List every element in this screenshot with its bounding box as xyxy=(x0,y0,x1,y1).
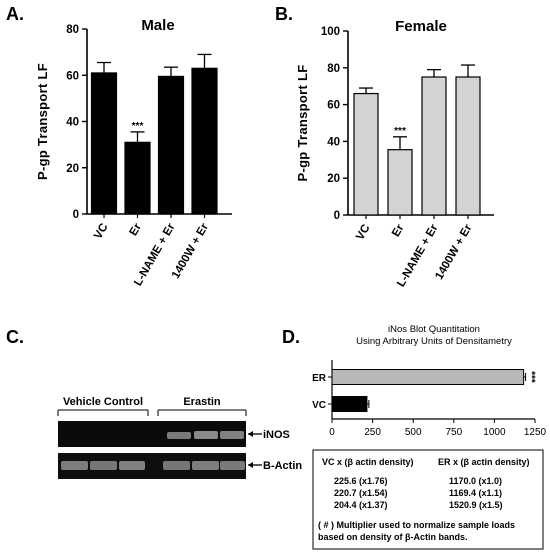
chart-a-category-label: Er xyxy=(128,221,145,238)
chart-d-bar xyxy=(331,369,525,385)
actin-arrow-head xyxy=(248,462,253,468)
chart-b-female: Female 0 20 40 60 80 100 P-gp Transport LF VC ***… xyxy=(295,18,494,289)
blot-group-label: Vehicle Control xyxy=(63,396,143,408)
table-cell: 204.4 (x1.37) xyxy=(334,500,388,510)
panel-letter-d: D. xyxy=(282,327,300,347)
inos-band xyxy=(220,431,244,439)
table-cell: 225.6 (x1.76) xyxy=(334,476,388,486)
chart-a-y-tick-label: 80 xyxy=(66,24,79,36)
blot-band-label: iNOS xyxy=(263,429,290,441)
actin-band xyxy=(119,461,145,470)
chart-d-bar xyxy=(331,396,368,412)
chart-d-title: iNos Blot Quantitation xyxy=(388,324,480,335)
table-note: ( # ) Multiplier used to normalize sampl… xyxy=(318,520,515,530)
chart-b-y-label: P-gp Transport LF xyxy=(295,64,310,181)
table-header: ER x (β actin density) xyxy=(438,457,530,467)
table-border xyxy=(312,449,544,550)
table-header: VC x (β actin density) xyxy=(322,457,414,467)
chart-a-y-tick-label: 60 xyxy=(66,70,79,82)
chart-a-bar xyxy=(90,72,118,215)
inos-band xyxy=(167,432,191,439)
chart-b-bar xyxy=(455,76,481,216)
chart-b-bar xyxy=(421,76,447,216)
chart-a-significance: *** xyxy=(132,121,144,132)
chart-d-category-label: VC xyxy=(312,400,326,411)
chart-b-y-tick-label: 20 xyxy=(327,173,340,185)
chart-b-significance: *** xyxy=(394,126,406,137)
blot-group-label: Erastin xyxy=(183,396,221,408)
chart-b-category-label: 1400W + Er xyxy=(433,222,474,282)
chart-a-y-tick-label: 40 xyxy=(66,117,79,129)
chart-b-title: Female xyxy=(395,18,447,35)
chart-a-y-tick-label: 0 xyxy=(73,209,79,221)
actin-band xyxy=(90,461,117,470)
table-cell: 1170.0 (x1.0) xyxy=(449,476,502,486)
chart-b-y-tick-label: 0 xyxy=(334,210,340,222)
panel-letter-b: B. xyxy=(275,4,293,24)
chart-a-bar xyxy=(157,75,185,215)
table-cell: 1520.9 (x1.5) xyxy=(449,500,503,510)
chart-d-x-tick-label: 1000 xyxy=(483,427,506,438)
actin-band xyxy=(220,461,245,470)
chart-a-title: Male xyxy=(141,17,174,34)
chart-b-bar xyxy=(353,92,379,216)
chart-d-subtitle: Using Arbitrary Units of Densitametry xyxy=(356,336,512,347)
chart-b-y-tick-label: 80 xyxy=(327,63,340,75)
chart-a-category-label: VC xyxy=(92,222,110,242)
densitometry-table: VC x (β actin density) ER x (β actin den… xyxy=(312,449,544,550)
table-cell: 1169.4 (x1.1) xyxy=(449,488,502,498)
table-note: based on density of β-Actin bands. xyxy=(318,532,468,542)
blot-band-label: B-Actin xyxy=(263,460,302,472)
chart-d-significance: *** xyxy=(526,371,537,383)
chart-b-y-tick-label: 60 xyxy=(327,100,340,112)
panel-letter-c: C. xyxy=(6,327,24,347)
panel-letter-a: A. xyxy=(6,4,24,24)
chart-b-y-tick-label: 100 xyxy=(321,26,340,38)
chart-d-category-label: ER xyxy=(312,373,327,384)
actin-band xyxy=(61,461,88,470)
western-blot: Vehicle Control Erastin iNOS B-Actin xyxy=(57,396,302,479)
chart-d-x-tick-label: 1250 xyxy=(524,427,547,438)
actin-band xyxy=(192,461,219,470)
chart-a-y-label: P-gp Transport LF xyxy=(35,63,50,180)
chart-a-y-tick-label: 20 xyxy=(66,163,79,175)
chart-a-bar xyxy=(191,67,218,215)
chart-b-category-label: Er xyxy=(390,222,407,239)
chart-b-y-tick-label: 40 xyxy=(327,136,340,148)
inos-arrow-head xyxy=(248,431,253,437)
chart-b-category-label: VC xyxy=(354,223,372,243)
inos-band xyxy=(194,431,218,439)
chart-d-x-tick-label: 750 xyxy=(445,427,462,438)
chart-d-x-tick-label: 0 xyxy=(329,427,335,438)
chart-b-bar xyxy=(387,149,413,216)
actin-band xyxy=(163,461,190,470)
chart-d-x-tick-label: 250 xyxy=(364,427,381,438)
chart-d-x-tick-label: 500 xyxy=(405,427,422,438)
table-cell: 220.7 (x1.54) xyxy=(334,488,388,498)
chart-a-bar xyxy=(124,141,151,215)
